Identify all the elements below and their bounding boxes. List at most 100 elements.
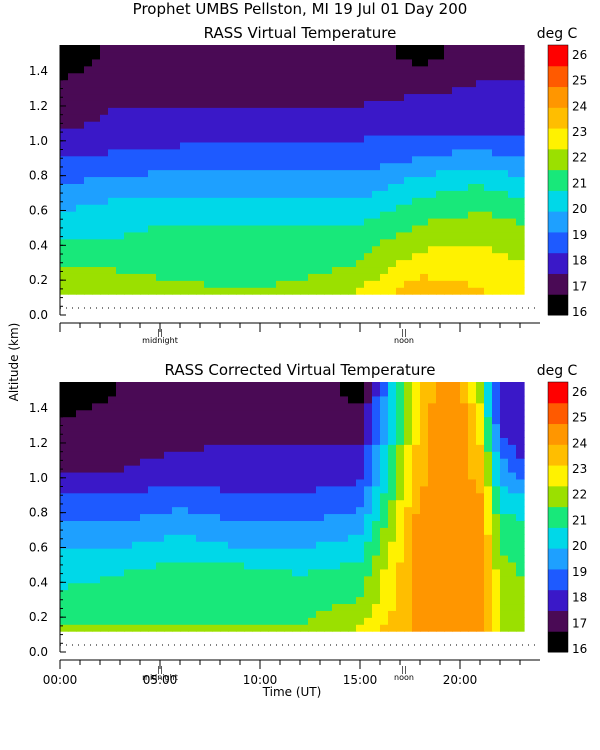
heatmap-cell [348, 596, 357, 605]
heatmap-cell [316, 114, 325, 122]
heatmap-cell [332, 624, 341, 632]
heatmap-cell [516, 388, 525, 397]
x-tick-label: 20:00 [443, 673, 478, 687]
heatmap-cell [508, 395, 517, 404]
heatmap-cell [148, 114, 157, 122]
heatmap-cell [300, 596, 309, 605]
heatmap-cell [356, 465, 365, 473]
heatmap-cell [244, 416, 253, 425]
heatmap-cell [500, 287, 509, 295]
heatmap-cell [196, 458, 205, 466]
heatmap-cell [68, 45, 77, 53]
heatmap-cell [260, 183, 269, 191]
heatmap-cell [68, 259, 77, 268]
heatmap-cell [420, 582, 429, 591]
heatmap-cell [316, 45, 325, 53]
heatmap-cell [92, 238, 101, 247]
heatmap-cell [316, 506, 325, 515]
heatmap-cell [188, 190, 197, 198]
heatmap-cell [356, 204, 365, 212]
heatmap-cell [84, 217, 93, 226]
heatmap-cell [380, 485, 389, 494]
heatmap-cell [396, 107, 405, 115]
heatmap-cell [364, 561, 373, 570]
heatmap-cell [428, 224, 437, 233]
heatmap-cell [412, 224, 421, 233]
heatmap-cell [228, 451, 237, 459]
heatmap-cell [460, 437, 469, 445]
heatmap-cell [428, 121, 437, 129]
heatmap-cell [132, 423, 141, 432]
heatmap-cell [252, 478, 261, 487]
heatmap-cell [412, 176, 421, 184]
heatmap-cell [68, 430, 77, 438]
heatmap-cell [420, 204, 429, 212]
heatmap-cell [276, 603, 285, 611]
heatmap-cell [116, 65, 125, 74]
heatmap-cell [380, 554, 389, 563]
colorbar-label: 20 [572, 539, 587, 553]
heatmap-cell [468, 506, 477, 515]
heatmap-cell [268, 128, 277, 136]
heatmap-cell [284, 224, 293, 233]
heatmap-cell [404, 245, 413, 254]
heatmap-cell [332, 382, 341, 390]
heatmap-cell [428, 266, 437, 274]
heatmap-cell [452, 485, 461, 494]
heatmap-cell [276, 217, 285, 226]
heatmap-cell [180, 534, 189, 542]
heatmap-cell [284, 155, 293, 164]
heatmap-cell [436, 402, 445, 411]
heatmap-cell [332, 527, 341, 535]
heatmap-cell [172, 610, 181, 618]
heatmap-cell [180, 51, 189, 60]
heatmap-cell [116, 610, 125, 618]
heatmap-cell [300, 382, 309, 390]
heatmap-cell [396, 409, 405, 418]
heatmap-cell [84, 485, 93, 494]
heatmap-cell [396, 266, 405, 274]
heatmap-cell [316, 554, 325, 563]
heatmap-cell [196, 287, 205, 295]
heatmap-cell [468, 79, 477, 88]
heatmap-cell [228, 624, 237, 632]
heatmap-cell [428, 176, 437, 184]
heatmap-cell [300, 451, 309, 459]
colorbar-swatch [548, 631, 568, 653]
heatmap-cell [404, 541, 413, 549]
heatmap-cell [172, 465, 181, 473]
heatmap-cell [284, 51, 293, 60]
heatmap-cell [460, 520, 469, 528]
heatmap-cell [372, 259, 381, 268]
heatmap-cell [244, 478, 253, 487]
heatmap-cell [236, 183, 245, 191]
heatmap-cell [212, 471, 221, 480]
heatmap-cell [180, 217, 189, 226]
heatmap-cell [180, 409, 189, 418]
heatmap-cell [436, 541, 445, 549]
heatmap-cell [468, 280, 477, 288]
heatmap-cell [516, 548, 525, 556]
heatmap-cell [156, 506, 165, 515]
heatmap-cell [68, 402, 77, 411]
heatmap-cell [284, 437, 293, 445]
heatmap-cell [92, 575, 101, 584]
heatmap-cell [508, 100, 517, 108]
heatmap-cell [484, 245, 493, 254]
heatmap-cell [76, 437, 85, 445]
heatmap-cell [260, 204, 269, 212]
heatmap-cell [372, 65, 381, 74]
heatmap-cell [492, 107, 501, 115]
heatmap-cell [484, 266, 493, 274]
heatmap-cell [452, 548, 461, 556]
heatmap-cell [404, 162, 413, 171]
heatmap-cell [332, 451, 341, 459]
heatmap-cell [180, 617, 189, 625]
heatmap-cell [156, 548, 165, 556]
heatmap-cell [132, 65, 141, 74]
heatmap-cell [244, 402, 253, 411]
heatmap-cell [204, 287, 213, 295]
heatmap-cell [268, 211, 277, 219]
heatmap-cell [220, 485, 229, 494]
heatmap-cell [180, 382, 189, 390]
